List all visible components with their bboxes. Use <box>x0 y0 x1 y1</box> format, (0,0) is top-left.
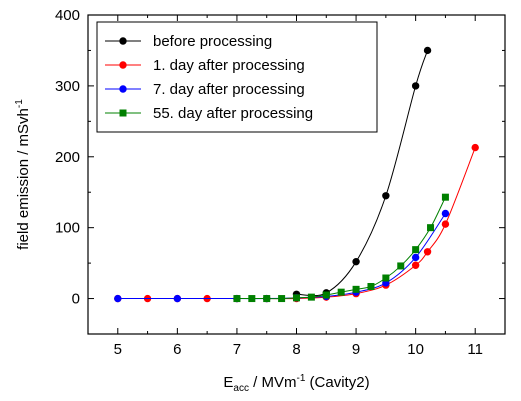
data-point <box>382 274 390 282</box>
series-layer <box>114 46 479 303</box>
legend-label: 1. day after processing <box>153 57 305 74</box>
y-tick-label: 100 <box>55 220 80 237</box>
data-point <box>293 294 300 302</box>
legend-label: before processing <box>153 33 272 50</box>
data-point <box>411 253 420 262</box>
x-tick-label: 5 <box>114 341 122 358</box>
legend-marker <box>119 37 127 45</box>
data-point <box>114 294 122 303</box>
data-point <box>337 288 345 296</box>
data-point <box>423 46 432 55</box>
x-tick-label: 8 <box>292 341 300 358</box>
data-point <box>322 291 330 299</box>
axis-titles: Eacc / MVm-1 (Cavity2) field emission / m… <box>14 99 370 394</box>
series-4 <box>233 193 449 303</box>
data-point <box>411 261 420 269</box>
data-point <box>412 246 420 254</box>
legend-marker <box>119 109 127 117</box>
data-point <box>263 295 271 303</box>
data-point <box>248 295 256 303</box>
y-axis-title: field emission / mSvh-1 <box>14 99 32 250</box>
x-tick-label: 11 <box>467 341 483 358</box>
x-tick-label: 7 <box>233 341 241 358</box>
legend-label: 7. day after processing <box>153 81 305 98</box>
legend-marker <box>119 61 127 69</box>
legend-box <box>96 21 378 133</box>
series-3 <box>114 209 450 303</box>
legend: before processing 1. day after processing… <box>96 21 378 133</box>
data-point <box>382 192 390 200</box>
x-tick-label: 6 <box>173 341 181 358</box>
legend-marker <box>119 85 127 93</box>
data-point <box>471 143 479 152</box>
data-point <box>233 295 241 303</box>
y-tick-label: 300 <box>55 78 80 95</box>
x-tick-label: 10 <box>407 341 424 358</box>
data-point <box>427 224 435 232</box>
series-line <box>117 147 476 300</box>
data-point <box>441 193 449 201</box>
data-point <box>397 262 405 270</box>
y-tick-label: 200 <box>55 149 80 166</box>
data-point <box>423 248 432 256</box>
data-point <box>173 294 182 303</box>
y-tick-label: 400 <box>55 7 80 24</box>
axes-layer: 5 6 7 8 9 10 11 0 100 200 300 400 <box>55 7 506 358</box>
data-point <box>278 295 286 303</box>
series-line <box>117 213 446 300</box>
legend-label: 55. day after processing <box>153 105 313 122</box>
x-axis-title: Eacc / MVm-1 (Cavity2) <box>223 373 369 394</box>
data-point <box>307 293 315 301</box>
data-point <box>441 220 450 228</box>
data-point <box>352 285 360 293</box>
data-point <box>367 283 375 291</box>
y-tick-label: 0 <box>72 291 80 308</box>
x-tick-label: 9 <box>352 341 360 358</box>
series-2 <box>114 143 479 303</box>
data-point <box>411 82 420 90</box>
data-point <box>352 257 360 266</box>
data-point <box>441 209 450 218</box>
